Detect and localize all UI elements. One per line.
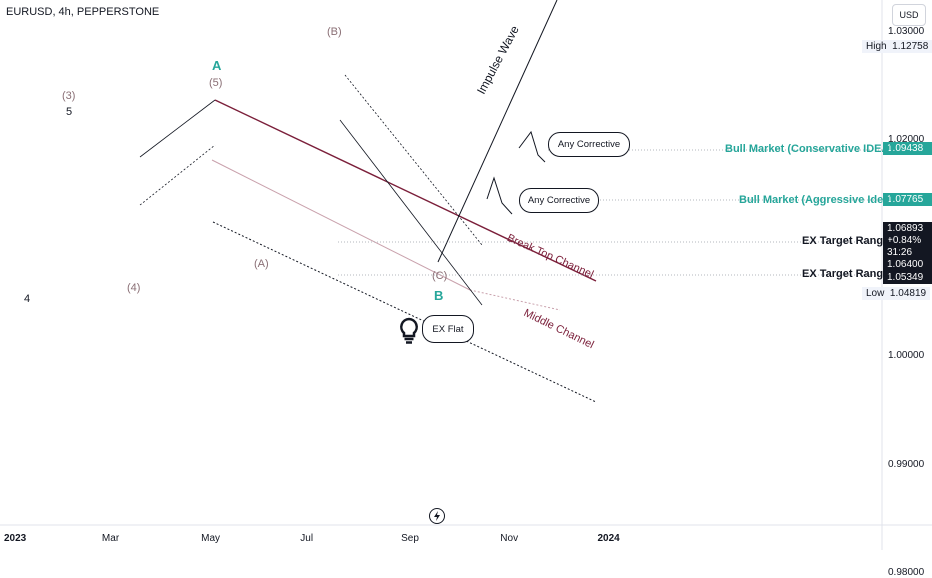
price-tick: 1.02000 — [888, 133, 925, 145]
bull-aggressive-label: Bull Market (Aggressive Idea) — [739, 194, 894, 206]
low-label: Low 1.04819 — [862, 287, 931, 300]
wave-A-label: A — [212, 58, 222, 73]
impulse-wave-line — [437, 0, 558, 263]
target-upper-tag: 1.06400 — [883, 258, 932, 271]
time-tick: Sep — [401, 533, 419, 544]
lower-channel-line — [212, 221, 597, 403]
wave-5-paren-label: (5) — [209, 77, 223, 89]
chart-canvas[interactable] — [0, 0, 932, 550]
wave-5-main-label: 5 — [66, 106, 73, 118]
any-corrective-bubble-2[interactable]: Any Corrective — [519, 188, 599, 213]
zigzag-2 — [486, 176, 513, 215]
wave-3-label: (3) — [62, 90, 76, 102]
time-tick: Mar — [101, 533, 120, 544]
rising-channel-top — [139, 99, 216, 158]
last-price-tag: 1.06893 +0.84% 31:26 — [883, 222, 932, 258]
high-label: High 1.12758 — [862, 40, 932, 53]
currency-button[interactable]: USD — [892, 4, 926, 26]
wave-4-paren-label: (4) — [127, 282, 141, 294]
wedge-top — [344, 74, 483, 246]
price-tick: 1.03000 — [888, 25, 925, 37]
replay-icon[interactable] — [428, 507, 446, 525]
lightbulb-icon — [400, 317, 418, 344]
wave-A-paren-label: (A) — [254, 258, 269, 270]
time-tick: Jul — [300, 533, 314, 544]
ex-target-label-1: EX Target Range — [802, 235, 890, 247]
zigzag-1 — [518, 130, 546, 163]
wave-4-main-label: 4 — [24, 293, 31, 305]
wave-B-paren-label: (B) — [327, 26, 342, 38]
wave-C-paren-label: (C) — [432, 270, 448, 282]
bull-aggressive-tag: 1.07765 — [883, 193, 932, 206]
time-tick: May — [201, 533, 221, 544]
wedge-bottom — [339, 119, 483, 306]
price-tick: 1.00000 — [888, 350, 925, 362]
bull-conservative-label: Bull Market (Conservative IDEA) — [725, 143, 894, 155]
price-tick: 0.99000 — [888, 458, 925, 470]
ex-target-label-2: EX Target Range — [802, 268, 890, 280]
time-tick: Nov — [500, 533, 519, 544]
wave-B-label: B — [434, 288, 444, 303]
time-tick: 2024 — [597, 533, 620, 544]
any-corrective-bubble-1[interactable]: Any Corrective — [548, 132, 630, 157]
target-lower-tag: 1.05349 — [883, 271, 932, 284]
break-top-channel-line — [214, 99, 597, 282]
ex-flat-bubble[interactable]: EX Flat — [422, 315, 474, 343]
middle-channel-line — [211, 159, 471, 291]
time-tick: 2023 — [4, 533, 27, 544]
chart-title: EURUSD, 4h, PEPPERSTONE — [6, 6, 160, 18]
price-tick: 0.98000 — [888, 566, 925, 578]
middle-channel-ext — [469, 289, 561, 311]
bull-conservative-tag: 1.09438 — [883, 142, 932, 155]
rising-channel-bottom — [139, 144, 216, 206]
